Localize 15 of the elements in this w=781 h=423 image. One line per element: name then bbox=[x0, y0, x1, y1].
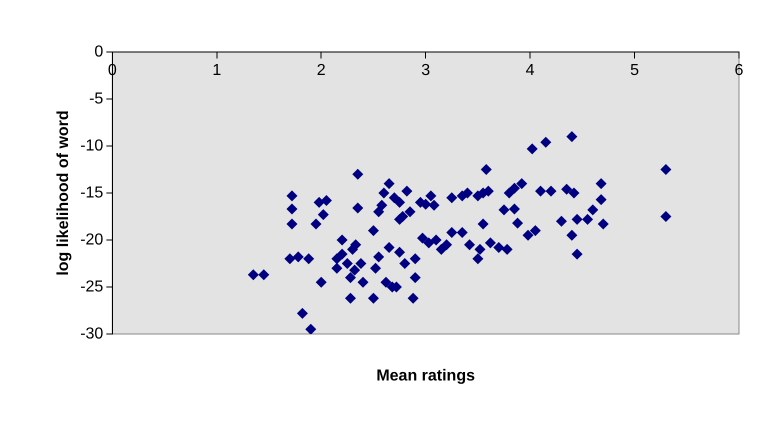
y-tick-label: -10 bbox=[80, 137, 104, 154]
x-tick-label: 3 bbox=[421, 62, 430, 80]
y-tick-label: -20 bbox=[80, 231, 104, 248]
y-axis-title: log likelihood of word bbox=[55, 110, 72, 276]
x-tick-label: 5 bbox=[630, 62, 640, 80]
x-tick-label: 4 bbox=[526, 62, 535, 80]
y-tick-label: -15 bbox=[80, 184, 104, 202]
x-tick-label: 6 bbox=[734, 62, 744, 80]
x-axis-title: Mean ratings bbox=[376, 367, 476, 384]
x-tick-label: 1 bbox=[212, 62, 222, 80]
y-tick-label: -30 bbox=[80, 325, 104, 342]
y-tick-label: -25 bbox=[80, 278, 104, 296]
y-tick-label: -5 bbox=[89, 90, 104, 108]
x-tick-label: 2 bbox=[316, 62, 326, 80]
y-tick-label: 0 bbox=[94, 43, 104, 60]
